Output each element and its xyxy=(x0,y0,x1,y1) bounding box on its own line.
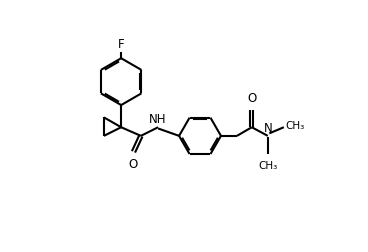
Text: N: N xyxy=(263,122,272,135)
Text: CH₃: CH₃ xyxy=(285,121,304,132)
Text: NH: NH xyxy=(149,113,167,127)
Text: O: O xyxy=(247,91,256,105)
Text: O: O xyxy=(129,158,138,171)
Text: F: F xyxy=(118,38,124,51)
Text: CH₃: CH₃ xyxy=(258,161,277,171)
